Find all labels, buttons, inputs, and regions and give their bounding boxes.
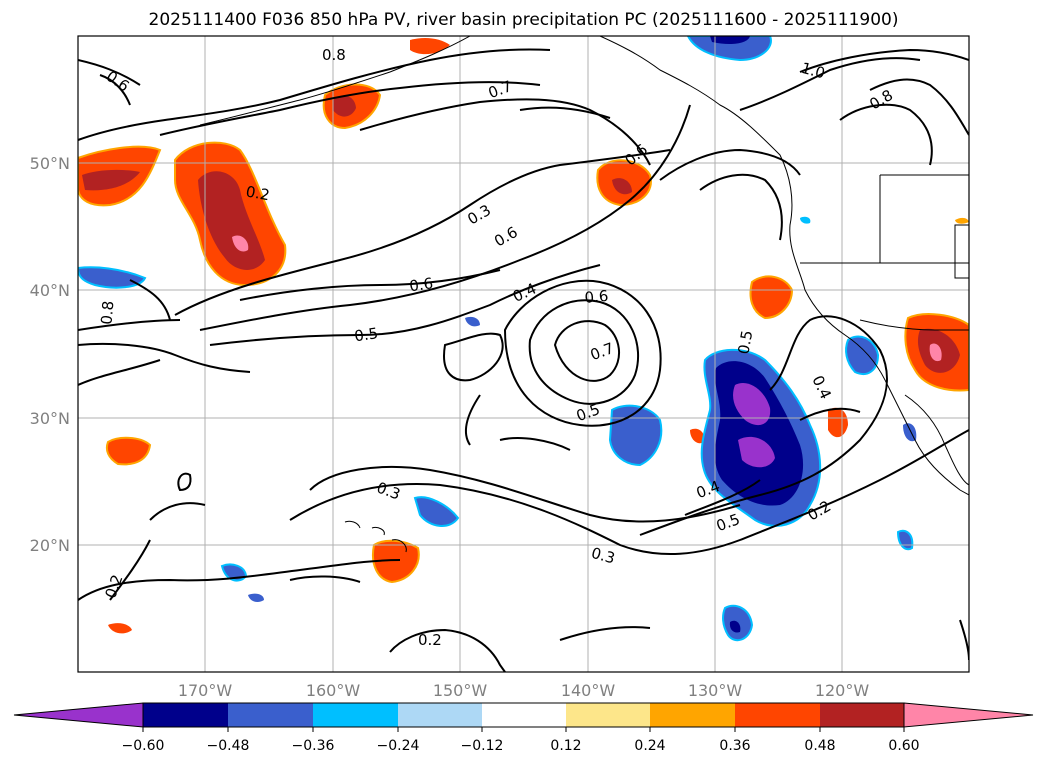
contour-label: 0.8 (322, 46, 346, 64)
colorbar-segment (820, 703, 904, 727)
graticule (78, 36, 969, 672)
contour-label: 0.2 (418, 631, 442, 649)
map-title: 2025111400 F036 850 hPa PV, river basin … (148, 10, 899, 30)
lat-label-40n: 40°N (30, 281, 70, 300)
contour-label: 0.3 (589, 544, 617, 568)
map-panel (78, 36, 969, 672)
colorbar-tick-label: −0.12 (461, 738, 504, 754)
colorbar-tick-label: 0.60 (888, 738, 919, 754)
colorbar-segment (143, 703, 228, 727)
latitude-labels: 50°N 40°N 30°N 20°N (30, 154, 70, 555)
colorbar-segment (398, 703, 482, 727)
colorbar-segment (228, 703, 313, 727)
lat-label-50n: 50°N (30, 154, 70, 173)
colorbar-extend-high (903, 702, 1034, 728)
contour-label: 0.6 (584, 287, 609, 307)
colorbar-tick-label: 0.36 (719, 738, 750, 754)
colorbar-segment (482, 703, 566, 727)
colorbar-tick-label: −0.36 (292, 738, 335, 754)
contour-label: 1.0 (799, 59, 827, 83)
lat-label-20n: 20°N (30, 536, 70, 555)
coastlines (199, 36, 969, 553)
colorbar-segment (735, 703, 820, 727)
longitude-labels: 170°W 160°W 150°W 140°W 130°W 120°W (178, 681, 870, 700)
lon-label-140w: 140°W (561, 681, 616, 700)
contour-label: 0.2 (244, 182, 271, 204)
contour-label: 0.5 (353, 324, 379, 345)
colorbar-segment (566, 703, 650, 727)
colorbar-tick-label: 0.24 (634, 738, 665, 754)
negative-anomaly-fields (78, 36, 917, 642)
colorbar-tick-label: 0.12 (550, 738, 581, 754)
colorbar-tick-label: 0.48 (804, 738, 835, 754)
colorbar-segment (313, 703, 398, 727)
lon-label-160w: 160°W (306, 681, 361, 700)
colorbar-tick-label: −0.60 (122, 738, 165, 754)
lon-label-150w: 150°W (433, 681, 488, 700)
pv-contours (78, 48, 969, 672)
colorbar-tick-label: −0.24 (377, 738, 420, 754)
lon-label-130w: 130°W (688, 681, 743, 700)
contour-label: 0.8 (97, 300, 117, 325)
colorbar-tick-label: −0.48 (207, 738, 250, 754)
map-frame (77, 35, 970, 673)
lat-label-30n: 30°N (30, 409, 70, 428)
colorbar-extend-low (13, 702, 144, 728)
contour-label: 0.5 (734, 329, 756, 356)
positive-anomaly-fields (78, 37, 969, 634)
contour-label: 0.6 (408, 274, 434, 295)
colorbar: −0.60 −0.48 −0.36 −0.24 −0.12 0.12 0.24 … (13, 702, 1034, 754)
colorbar-segment (650, 703, 735, 727)
lon-label-170w: 170°W (178, 681, 233, 700)
lon-label-120w: 120°W (815, 681, 870, 700)
